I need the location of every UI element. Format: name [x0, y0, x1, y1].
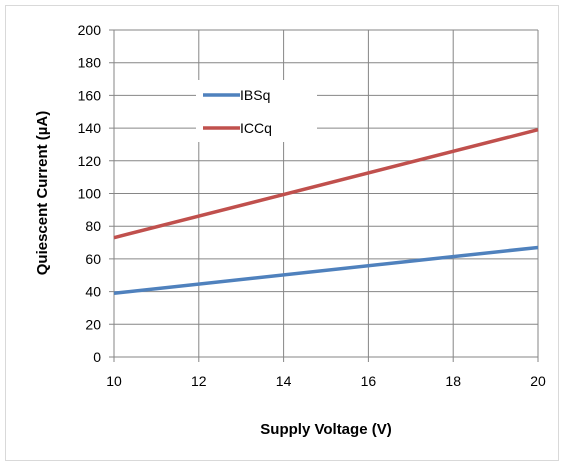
grid-lines — [109, 29, 539, 362]
x-axis-ticks: 10 12 14 16 18 20 — [106, 373, 546, 389]
y-tick-label: 80 — [85, 218, 101, 234]
y-axis-title: Quiescent Current (µA) — [34, 111, 51, 276]
y-tick-label: 160 — [78, 87, 102, 103]
x-tick-label: 10 — [106, 373, 122, 389]
y-axis-ticks: 0 20 40 60 80 100 120 140 160 180 200 — [78, 22, 102, 365]
series-lines — [113, 128, 539, 295]
y-tick-label: 200 — [78, 22, 102, 38]
y-tick-label: 140 — [78, 120, 102, 136]
y-tick-label: 60 — [85, 251, 101, 267]
y-tick-label: 20 — [85, 316, 101, 332]
legend-label-ibsq: IBSq — [240, 87, 270, 103]
legend: IBSq ICCq — [203, 87, 272, 136]
legend-box — [196, 80, 317, 142]
x-axis-title: Supply Voltage (V) — [260, 421, 391, 438]
y-tick-label: 0 — [93, 349, 101, 365]
x-tick-label: 16 — [361, 373, 377, 389]
x-tick-label: 20 — [530, 373, 546, 389]
x-tick-label: 18 — [445, 373, 461, 389]
y-tick-label: 180 — [78, 55, 102, 71]
y-tick-label: 40 — [85, 284, 101, 300]
x-tick-label: 12 — [191, 373, 207, 389]
series-line-ibsq — [113, 245, 539, 295]
x-tick-label: 14 — [276, 373, 292, 389]
y-tick-label: 120 — [78, 153, 102, 169]
series-line-iccq — [113, 128, 539, 240]
y-tick-label: 100 — [78, 186, 102, 202]
legend-label-iccq: ICCq — [240, 120, 272, 136]
